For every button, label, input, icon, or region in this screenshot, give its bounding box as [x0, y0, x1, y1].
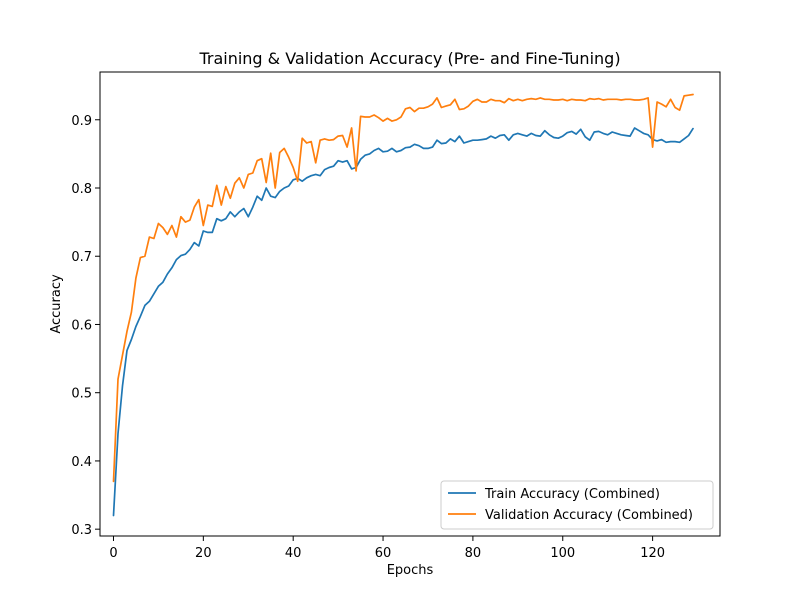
legend: Train Accuracy (Combined) Validation Accu…	[440, 480, 714, 530]
x-axis: 0 20 40 60 80 100 120	[109, 536, 665, 561]
x-tick-label: 20	[195, 546, 212, 561]
x-tick-label: 120	[640, 546, 665, 561]
legend-label: Train Accuracy (Combined)	[484, 487, 660, 502]
x-tick-label: 40	[285, 546, 302, 561]
y-axis: 0.3 0.4 0.5 0.6 0.7 0.8 0.9	[71, 114, 100, 538]
x-tick-label: 80	[465, 546, 482, 561]
y-axis-label: Accuracy	[49, 274, 64, 334]
y-tick-label: 0.7	[71, 250, 92, 265]
chart-title: Training & Validation Accuracy (Pre- and…	[198, 49, 620, 68]
x-tick-label: 60	[375, 546, 392, 561]
y-tick-label: 0.4	[71, 455, 92, 470]
x-tick-label: 100	[550, 546, 575, 561]
legend-label: Validation Accuracy (Combined)	[485, 508, 693, 523]
y-tick-label: 0.8	[71, 182, 92, 197]
y-tick-label: 0.6	[71, 318, 92, 333]
y-tick-label: 0.3	[71, 523, 92, 538]
legend-box	[440, 480, 714, 530]
series-layer	[112, 93, 694, 517]
train-accuracy-line	[112, 127, 694, 517]
x-tick-label: 0	[109, 546, 117, 561]
validation-accuracy-line	[112, 93, 694, 483]
y-tick-label: 0.9	[71, 114, 92, 129]
x-axis-label: Epochs	[387, 563, 434, 578]
y-tick-label: 0.5	[71, 387, 92, 402]
plot-area	[99, 71, 721, 537]
